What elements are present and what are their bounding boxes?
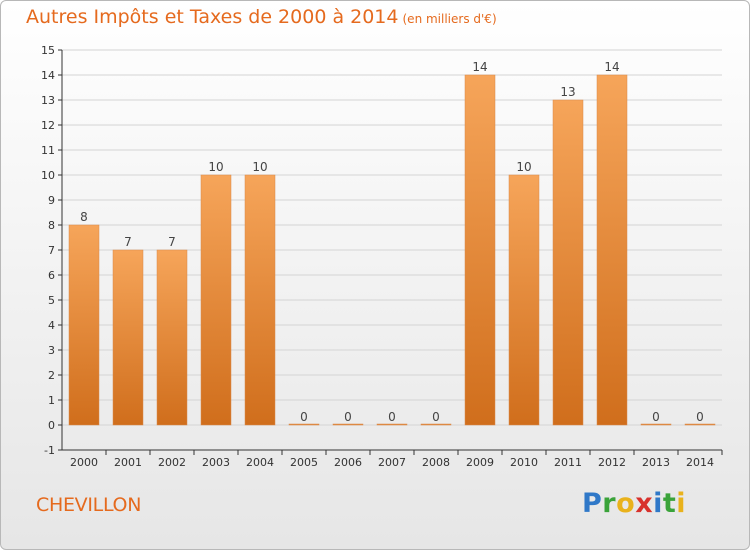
y-tick-label: 4 xyxy=(48,319,55,332)
y-tick-label: 11 xyxy=(41,144,55,157)
y-tick-label: 3 xyxy=(48,344,55,357)
x-tick-label: 2009 xyxy=(466,456,494,469)
commune-name: CHEVILLON xyxy=(36,494,142,516)
bar xyxy=(464,74,496,426)
x-tick-label: 2010 xyxy=(510,456,538,469)
x-tick-label: 2011 xyxy=(554,456,582,469)
bar xyxy=(112,249,144,426)
x-tick-label: 2001 xyxy=(114,456,142,469)
bar xyxy=(596,74,628,426)
y-tick-label: 10 xyxy=(41,169,55,182)
y-tick-label: 13 xyxy=(41,94,55,107)
y-tick-label: 0 xyxy=(48,419,55,432)
bar-value-label: 0 xyxy=(344,410,352,424)
bar-value-label: 0 xyxy=(388,410,396,424)
bar xyxy=(508,174,540,426)
chart-title-text: Autres Impôts et Taxes de 2000 à 2014 xyxy=(26,6,399,28)
y-tick-label: 7 xyxy=(48,244,55,257)
y-tick-label: 1 xyxy=(48,394,55,407)
bar xyxy=(640,423,672,426)
x-tick-label: 2002 xyxy=(158,456,186,469)
x-tick-label: 2013 xyxy=(642,456,670,469)
bar xyxy=(156,249,188,426)
bar xyxy=(552,99,584,426)
bar-value-label: 0 xyxy=(300,410,308,424)
x-tick-label: 2012 xyxy=(598,456,626,469)
bar xyxy=(684,423,716,426)
bar xyxy=(68,224,100,426)
x-tick-label: 2014 xyxy=(686,456,714,469)
x-tick-label: 2005 xyxy=(290,456,318,469)
bar xyxy=(376,423,408,426)
y-tick-label: 8 xyxy=(48,219,55,232)
bar-value-label: 7 xyxy=(168,235,176,249)
y-tick-label: 2 xyxy=(48,369,55,382)
bar xyxy=(288,423,320,426)
bar-value-label: 7 xyxy=(124,235,132,249)
bars xyxy=(68,74,716,426)
bar-value-label: 10 xyxy=(516,160,531,174)
bar-value-label: 14 xyxy=(604,60,619,74)
bar xyxy=(420,423,452,426)
proxiti-logo[interactable]: Proxiti xyxy=(582,488,687,519)
x-tick-label: 2007 xyxy=(378,456,406,469)
bar-value-label: 10 xyxy=(252,160,267,174)
y-tick-label: 15 xyxy=(41,44,55,57)
x-tick-label: 2000 xyxy=(70,456,98,469)
bar-value-label: 10 xyxy=(208,160,223,174)
bar xyxy=(332,423,364,426)
bar-value-label: 0 xyxy=(696,410,704,424)
x-tick-label: 2006 xyxy=(334,456,362,469)
y-tick-label: 5 xyxy=(48,294,55,307)
bar-value-label: 14 xyxy=(472,60,487,74)
y-tick-label: -1 xyxy=(44,444,55,457)
y-tick-label: 6 xyxy=(48,269,55,282)
chart-title: Autres Impôts et Taxes de 2000 à 2014 (en… xyxy=(26,6,497,28)
bar-value-label: 0 xyxy=(652,410,660,424)
bar xyxy=(244,174,276,426)
y-tick-label: 14 xyxy=(41,69,55,82)
x-tick-label: 2008 xyxy=(422,456,450,469)
x-tick-label: 2003 xyxy=(202,456,230,469)
y-tick-label: 12 xyxy=(41,119,55,132)
bar-value-label: 8 xyxy=(80,210,88,224)
x-tick-label: 2004 xyxy=(246,456,274,469)
bar-value-label: 0 xyxy=(432,410,440,424)
value-labels: 8 7 7 10 10 0 0 0 0 14 10 13 14 0 0 xyxy=(80,60,704,424)
chart-unit-label: (en milliers d'€) xyxy=(402,12,497,26)
y-tick-label: 9 xyxy=(48,194,55,207)
bar-value-label: 13 xyxy=(560,85,575,99)
bar xyxy=(200,174,232,426)
